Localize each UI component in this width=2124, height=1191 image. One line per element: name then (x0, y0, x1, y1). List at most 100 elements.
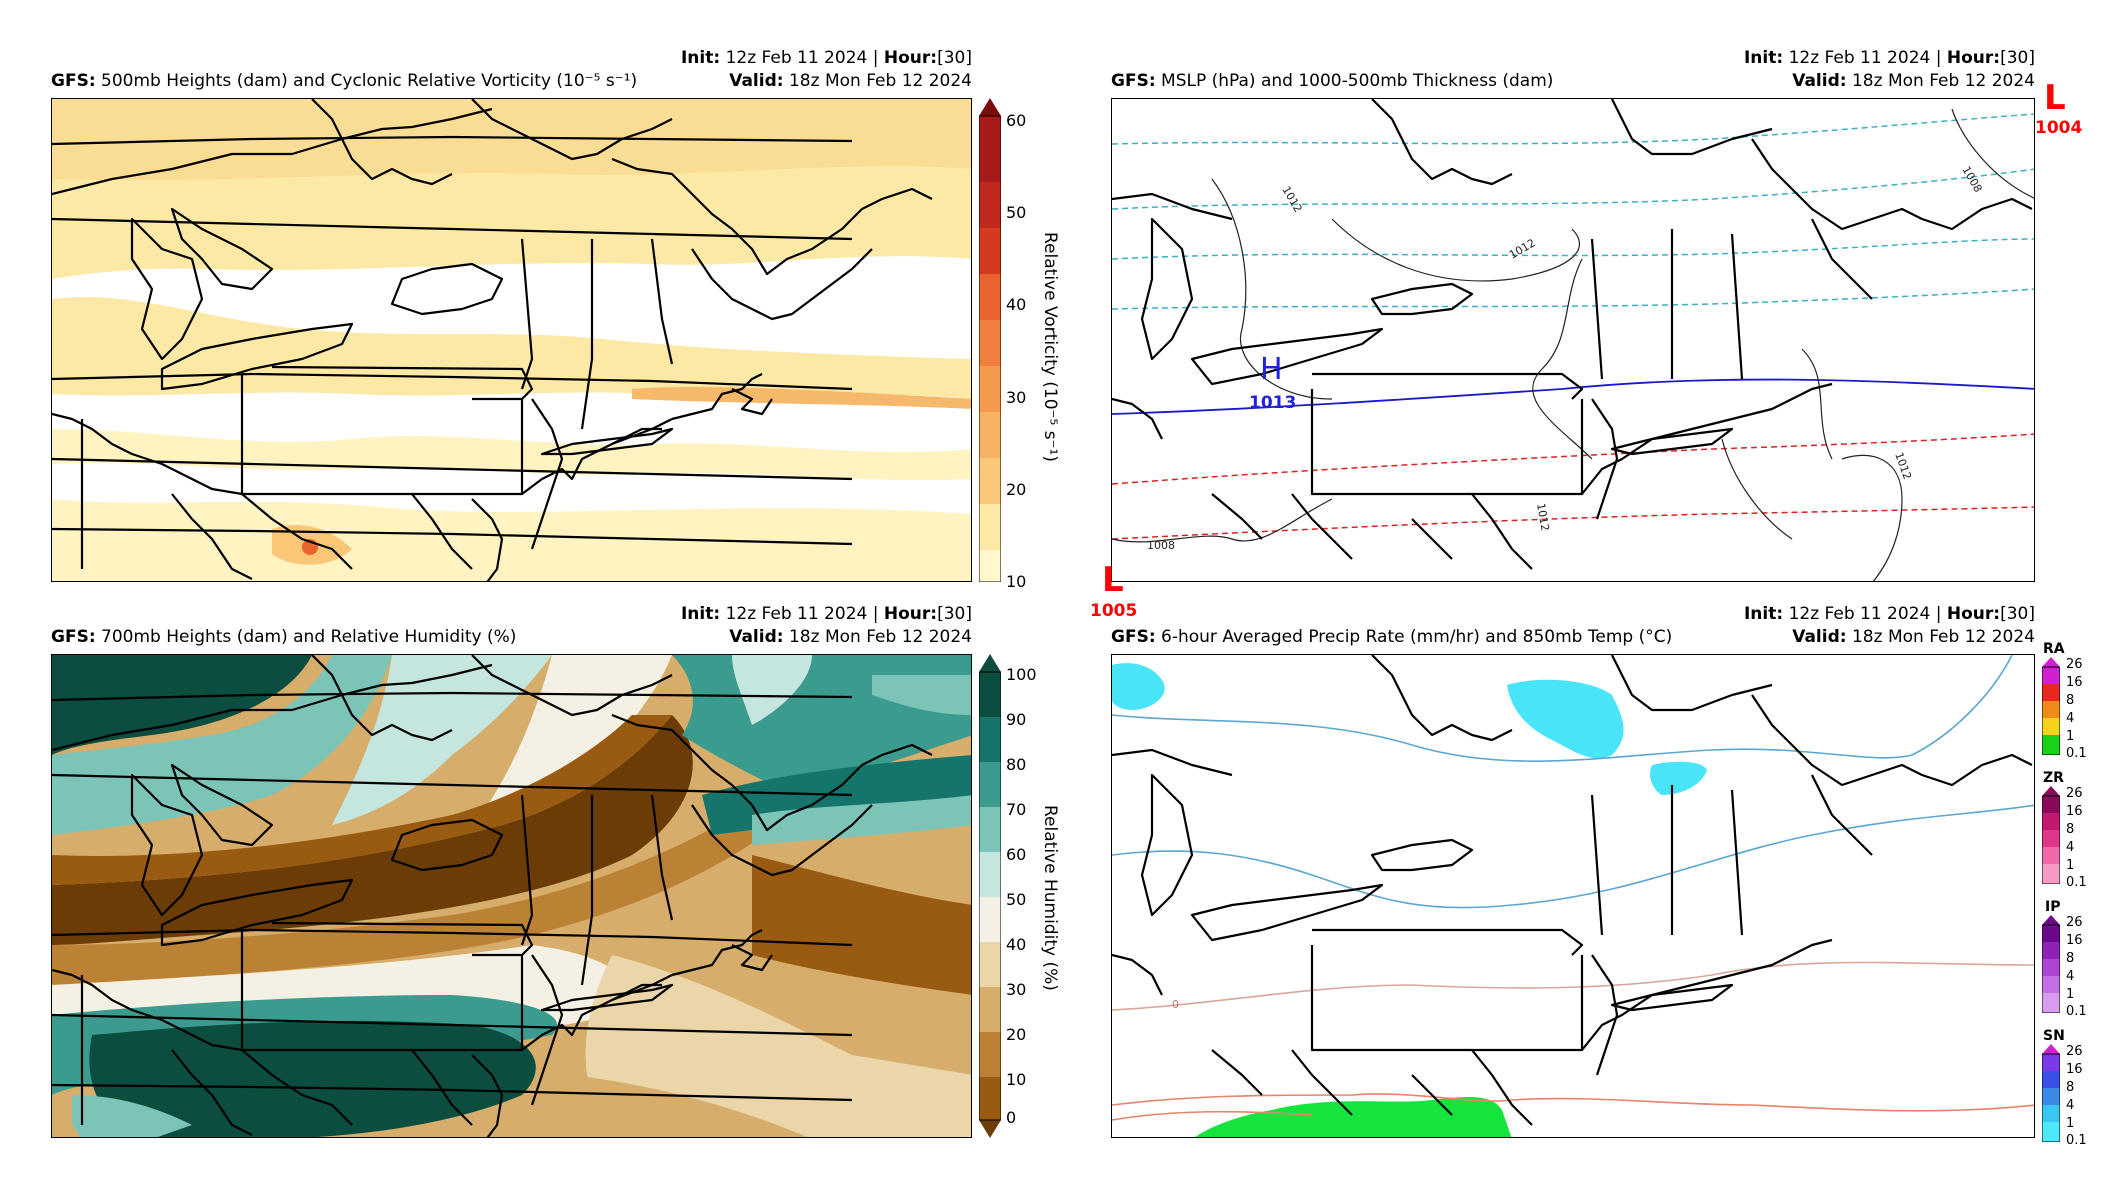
ptype-zr-label: ZR (2043, 770, 2064, 786)
ptype-ip-tick-4: 4 (2066, 969, 2075, 984)
ptype-ip-tick-16: 16 (2066, 933, 2083, 948)
ptype-sn-colorbar (2041, 1044, 2061, 1143)
ptype-zr-tick-8: 8 (2066, 822, 2075, 837)
low-sw-symbol: L (1102, 560, 1124, 600)
vort-tick-10: 10 (1006, 572, 1027, 591)
vort-tick-30: 30 (1006, 388, 1027, 407)
isobar-label-4: 1008 (1147, 539, 1175, 552)
vort-tick-20: 20 (1006, 480, 1027, 499)
ptype-zr-tick-16: 16 (2066, 804, 2083, 819)
precip-valid-value: 18z Mon Feb 12 2024 (1851, 627, 2035, 647)
rh-tick-80: 80 (1006, 755, 1027, 774)
ptype-ra-colorbar (2041, 657, 2061, 756)
precip-init-label: Init (1743, 604, 1777, 624)
ptype-ip-tick-1: 1 (2066, 987, 2075, 1002)
ptype-sn-tick-4: 4 (2066, 1098, 2075, 1113)
ptype-sn-tick-0.1: 0.1 (2066, 1133, 2087, 1148)
rh-title-line: GFS: 700mb Heights (dam) and Relative Hu… (51, 627, 517, 647)
ptype-zr-tick-1: 1 (2066, 858, 2075, 873)
rh-init-value: 12z Feb 11 2024 (725, 604, 868, 624)
mslp-hour-value: [30] (2000, 48, 2035, 68)
ptype-zr-colorbar (2041, 786, 2061, 885)
ptype-ip-tick-8: 8 (2066, 951, 2075, 966)
rh-valid-label: Valid (729, 627, 777, 647)
precip-title: 6-hour Averaged Precip Rate (mm/hr) and … (1161, 627, 1673, 647)
ptype-sn-tick-1: 1 (2066, 1116, 2075, 1131)
ptype-ra-tick-1: 1 (2066, 729, 2075, 744)
vort-hour-label: Hour (883, 48, 931, 68)
vort-map (51, 98, 972, 582)
mslp-init-label: Init (1743, 48, 1777, 68)
precip-init-value: 12z Feb 11 2024 (1788, 604, 1931, 624)
ptype-sn-tick-16: 16 (2066, 1062, 2083, 1077)
rh-tick-90: 90 (1006, 710, 1027, 729)
ptype-ip-colorbar (2041, 915, 2061, 1014)
rh-tick-20: 20 (1006, 1025, 1027, 1044)
rh-tick-50: 50 (1006, 890, 1027, 909)
rh-colorbar (978, 654, 1002, 1138)
vort-colorbar (978, 98, 1002, 583)
ptype-ip-tick-26: 26 (2066, 915, 2083, 930)
rh-model: GFS (51, 627, 89, 647)
ptype-ip-label: IP (2045, 899, 2061, 915)
vort-hour-value: [30] (937, 48, 972, 68)
rh-valid-line: Valid: 18z Mon Feb 12 2024 (729, 627, 972, 647)
isobar-label-5: 1012 (1534, 502, 1552, 532)
mslp-init-line: Init: 12z Feb 11 2024 | Hour:[30] (1743, 48, 2035, 68)
precip-init-line: Init: 12z Feb 11 2024 | Hour:[30] (1743, 604, 2035, 624)
rh-tick-70: 70 (1006, 800, 1027, 819)
precip-valid-label: Valid (1792, 627, 1840, 647)
rh-title: 700mb Heights (dam) and Relative Humidit… (101, 627, 517, 647)
rh-tick-0: 0 (1006, 1108, 1017, 1127)
low-sw-value: 1005 (1090, 601, 1138, 621)
precip-model: GFS (1111, 627, 1149, 647)
precip-title-line: GFS: 6-hour Averaged Precip Rate (mm/hr)… (1111, 627, 1673, 647)
vort-valid-value: 18z Mon Feb 12 2024 (788, 71, 972, 91)
ptype-zr-tick-26: 26 (2066, 786, 2083, 801)
mslp-title: MSLP (hPa) and 1000-500mb Thickness (dam… (1161, 71, 1554, 91)
ptype-ra-label: RA (2043, 641, 2065, 657)
ptype-zr-tick-0.1: 0.1 (2066, 875, 2087, 890)
high-value: 1013 (1249, 393, 1297, 413)
vort-model: GFS (51, 71, 89, 91)
rh-tick-10: 10 (1006, 1070, 1027, 1089)
low-ne-value: 1004 (2035, 118, 2083, 138)
rh-tick-60: 60 (1006, 845, 1027, 864)
ptype-sn-tick-26: 26 (2066, 1044, 2083, 1059)
vort-tick-40: 40 (1006, 295, 1027, 314)
ptype-ra-tick-8: 8 (2066, 693, 2075, 708)
rh-map (51, 654, 972, 1138)
rh-colorbar-label: Relative Humidity (%) (1040, 805, 1060, 991)
rh-tick-30: 30 (1006, 980, 1027, 999)
ptype-sn-tick-8: 8 (2066, 1080, 2075, 1095)
vort-valid-line: Valid: 18z Mon Feb 12 2024 (729, 71, 972, 91)
rh-hour-value: [30] (937, 604, 972, 624)
ptype-ra-tick-0.1: 0.1 (2066, 746, 2087, 761)
rh-tick-40: 40 (1006, 935, 1027, 954)
rh-valid-value: 18z Mon Feb 12 2024 (788, 627, 972, 647)
rh-init-line: Init: 12z Feb 11 2024 | Hour:[30] (680, 604, 972, 624)
vort-tick-60: 60 (1006, 111, 1027, 130)
vort-colorbar-label: Relative Vorticity (10⁻⁵ s⁻¹) (1040, 232, 1060, 462)
ptype-ra-tick-4: 4 (2066, 711, 2075, 726)
rh-hour-label: Hour (883, 604, 931, 624)
precip-valid-line: Valid: 18z Mon Feb 12 2024 (1792, 627, 2035, 647)
ptype-ra-tick-26: 26 (2066, 657, 2083, 672)
precip-hour-value: [30] (2000, 604, 2035, 624)
mslp-valid-line: Valid: 18z Mon Feb 12 2024 (1792, 71, 2035, 91)
mslp-title-line: GFS: MSLP (hPa) and 1000-500mb Thickness… (1111, 71, 1554, 91)
vort-init-line: Init: 12z Feb 11 2024 | Hour:[30] (680, 48, 972, 68)
rh-init-label: Init (680, 604, 714, 624)
mslp-init-value: 12z Feb 11 2024 (1788, 48, 1931, 68)
mslp-valid-value: 18z Mon Feb 12 2024 (1851, 71, 2035, 91)
precip-hour-label: Hour (1946, 604, 1994, 624)
vort-valid-label: Valid (729, 71, 777, 91)
mslp-hour-label: Hour (1946, 48, 1994, 68)
rh-tick-100: 100 (1006, 665, 1037, 684)
vort-init-label: Init (680, 48, 714, 68)
low-ne-symbol: L (2044, 78, 2066, 118)
zero-isotherm-label: 0 (1172, 998, 1179, 1011)
high-symbol: H (1260, 352, 1283, 387)
vort-title-line: GFS: 500mb Heights (dam) and Cyclonic Re… (51, 71, 638, 91)
ptype-ip-tick-0.1: 0.1 (2066, 1004, 2087, 1019)
